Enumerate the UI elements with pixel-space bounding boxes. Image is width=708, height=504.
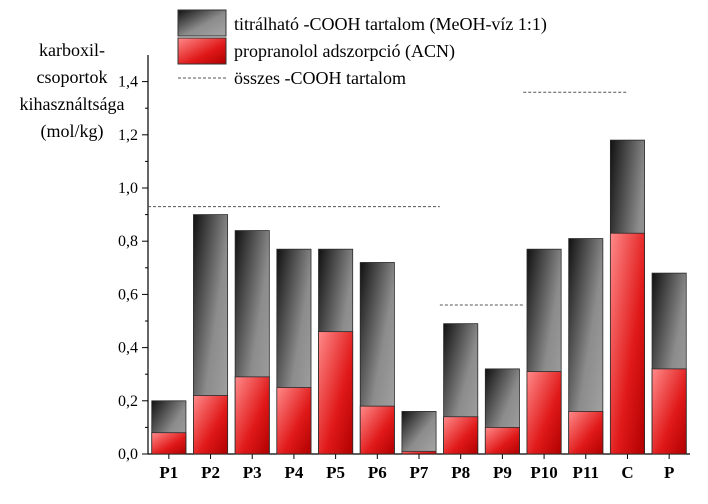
bar-adsorption-P5 [318, 331, 354, 455]
bar-adsorption-P3 [234, 376, 270, 455]
y-tick-label: 1,4 [118, 74, 138, 91]
y-axis-label-line-1: karboxil- [39, 40, 105, 60]
bar-adsorption-P1 [151, 432, 187, 455]
legend-label-total: összes -COOH tartalom [234, 68, 406, 88]
bar-adsorption-P11 [568, 411, 604, 455]
legend: titrálható -COOH tartalom (MeOH-víz 1:1)… [177, 9, 547, 88]
x-tick-label-P11: P11 [573, 463, 599, 482]
y-tick-label: 0,8 [118, 233, 138, 250]
x-tick-label-P: P [664, 463, 674, 482]
bar-adsorption-P [651, 368, 687, 455]
bar-adsorption-P9 [484, 426, 520, 455]
legend-swatch-titratable [177, 9, 227, 37]
y-tick-label: 1,0 [118, 180, 138, 197]
bar-adsorption-P7 [401, 450, 437, 455]
y-tick-label: 0,4 [118, 340, 138, 357]
x-tick-label-P9: P9 [493, 463, 512, 482]
y-tick-label: 1,2 [118, 127, 138, 144]
y-tick-label: 0,6 [118, 286, 138, 303]
legend-label-titratable: titrálható -COOH tartalom (MeOH-víz 1:1) [234, 14, 547, 35]
legend-label-adsorption: propranolol adszorpció (ACN) [234, 41, 455, 62]
y-tick-label: 0,2 [118, 393, 138, 410]
x-tick-label-P5: P5 [326, 463, 345, 482]
bars-group [151, 139, 687, 455]
x-tick-label-P3: P3 [243, 463, 262, 482]
x-tick-label-C: C [621, 463, 633, 482]
y-axis-label-line-3: kihasználtsága [20, 94, 125, 114]
bar-adsorption-P4 [276, 387, 312, 455]
x-tick-label-P8: P8 [451, 463, 470, 482]
legend-swatch-adsorption [177, 37, 227, 65]
labels-group: 0,0 0,2 0,4 0,6 0,8 1,0 1,2 1,4 P1 P2 P3 P4 P5 P6 P7 P8… [118, 74, 674, 482]
reference-lines-group [148, 91, 628, 306]
bar-adsorption-P10 [526, 371, 562, 455]
x-tick-label-P6: P6 [368, 463, 387, 482]
x-tick-label-P2: P2 [201, 463, 220, 482]
bar-titratable-P7 [401, 411, 437, 455]
bar-adsorption-P6 [359, 405, 395, 455]
x-tick-label-P4: P4 [284, 463, 303, 482]
y-axis-label-line-4: (mol/kg) [41, 121, 104, 142]
y-tick-label: 0,0 [118, 446, 138, 463]
y-axis-label-line-2: csoportok [37, 67, 108, 87]
x-tick-label-P10: P10 [530, 463, 557, 482]
bar-adsorption-C [609, 232, 645, 455]
x-tick-label-P1: P1 [159, 463, 178, 482]
bar-adsorption-P8 [443, 416, 479, 455]
x-tick-label-P7: P7 [410, 463, 429, 482]
bar-adsorption-P2 [193, 395, 229, 455]
